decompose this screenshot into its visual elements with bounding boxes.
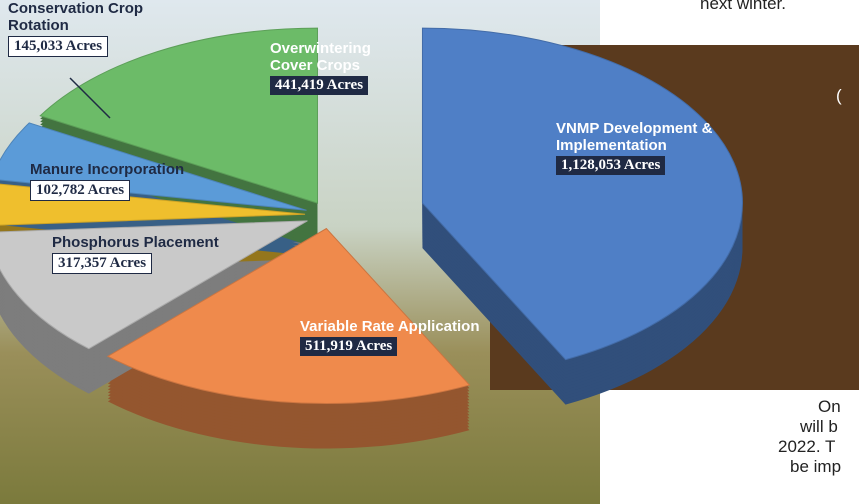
cropped-text: ( — [836, 86, 842, 106]
category-name: Manure Incorporation — [30, 161, 230, 178]
category-name: VNMP Development & Implementation — [556, 120, 746, 154]
slice-label: Overwintering Cover Crops 441,419 Acres — [270, 40, 410, 95]
category-name: Variable Rate Application — [300, 318, 560, 335]
cropped-text: be imp — [790, 457, 841, 477]
value-label: 1,128,053 Acres — [556, 156, 665, 175]
value-label: 145,033 Acres — [8, 36, 108, 57]
value-label: 441,419 Acres — [270, 76, 368, 95]
slice-label: Phosphorus Placement 317,357 Acres — [52, 234, 282, 274]
cropped-text: 2022. T — [778, 437, 835, 457]
value-label: 102,782 Acres — [30, 180, 130, 201]
cropped-text: next winter. — [700, 0, 786, 14]
value-label: 317,357 Acres — [52, 253, 152, 274]
slice-label: Variable Rate Application 511,919 Acres — [300, 318, 560, 356]
slice-label: VNMP Development & Implementation 1,128,0… — [556, 120, 746, 175]
category-name: Phosphorus Placement — [52, 234, 282, 251]
slice-label: Manure Incorporation 102,782 Acres — [30, 161, 230, 201]
cropped-text: will b — [800, 417, 838, 437]
category-name: Overwintering Cover Crops — [270, 40, 410, 74]
category-name: Conservation Crop Rotation — [8, 0, 148, 34]
cropped-text: On — [818, 397, 841, 417]
infographic: VNMP Development & Implementation 1,128,0… — [0, 0, 859, 504]
value-label: 511,919 Acres — [300, 337, 397, 356]
